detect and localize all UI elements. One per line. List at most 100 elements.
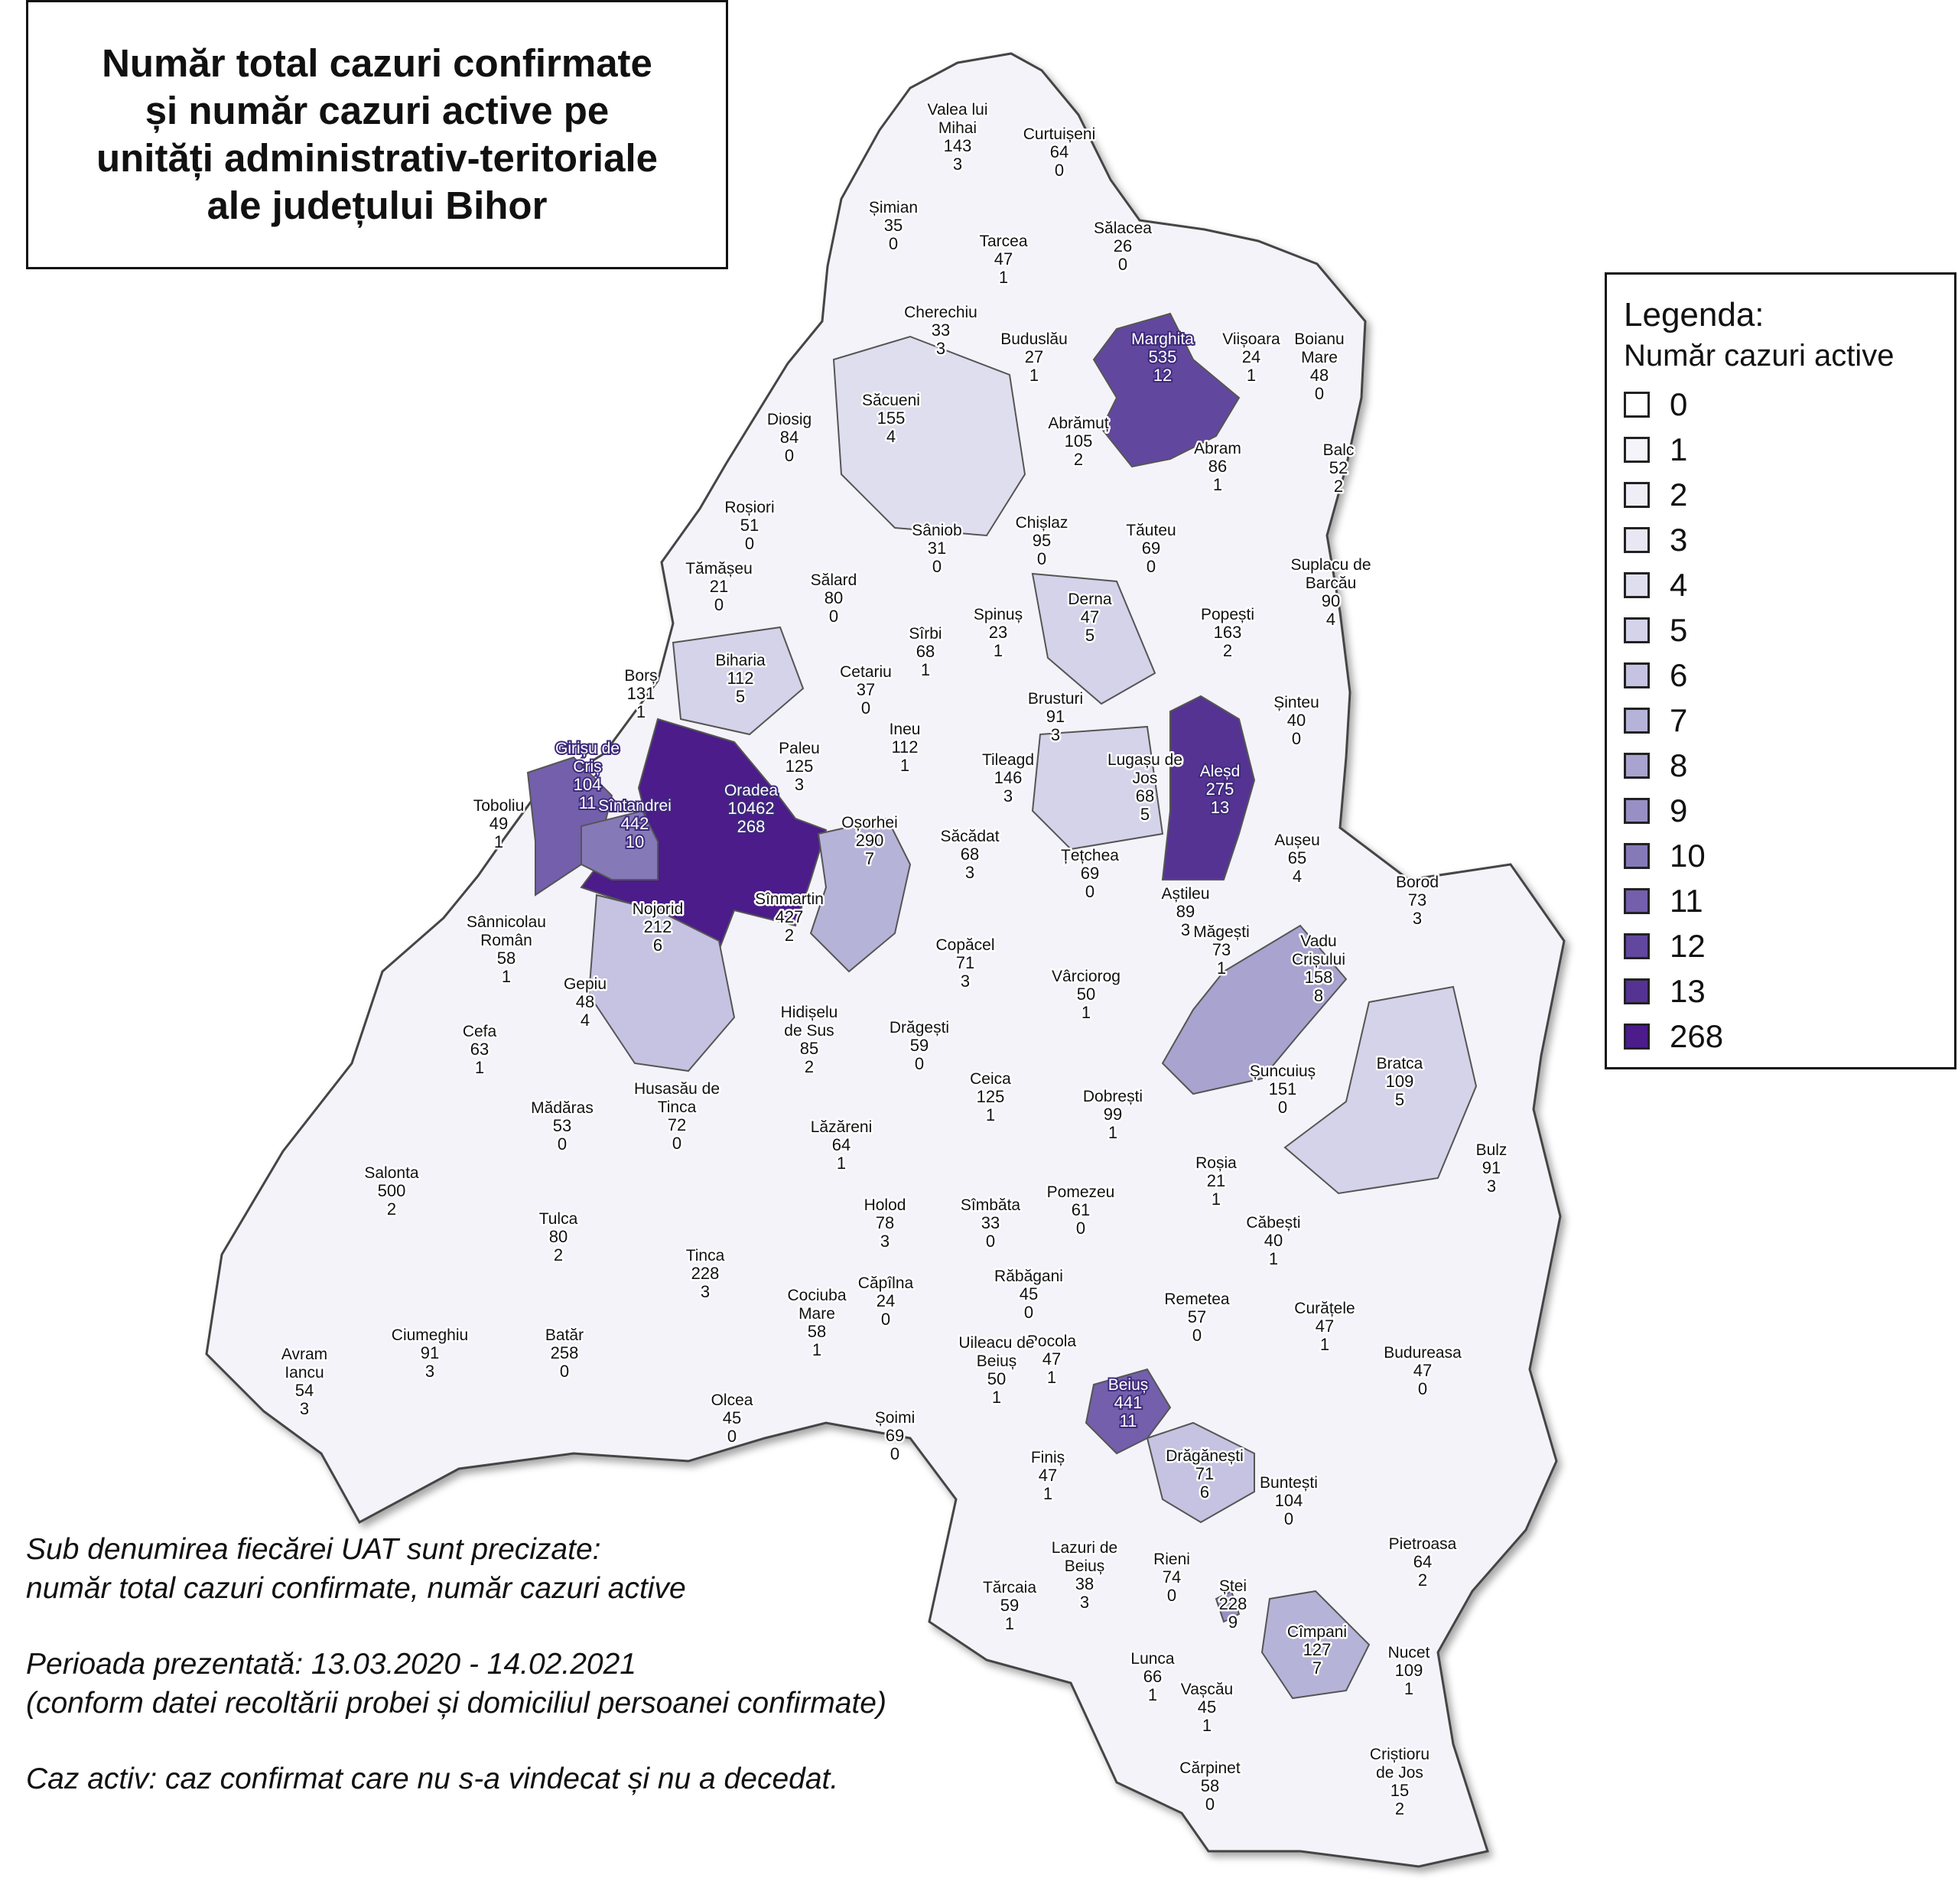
uat-total-cases: 21 bbox=[710, 577, 728, 596]
region-alesd bbox=[1161, 695, 1256, 880]
uat-name: Olcea bbox=[711, 1391, 753, 1409]
uat-active-cases: 0 bbox=[932, 557, 942, 576]
uat-name: Sălacea bbox=[1094, 220, 1152, 237]
region-nojorid bbox=[587, 893, 736, 1072]
uat-name: Brusturi bbox=[1028, 690, 1083, 708]
legend-label: 8 bbox=[1670, 747, 1688, 783]
uat-active-cases: 1 bbox=[494, 832, 503, 851]
legend-item: 268 bbox=[1624, 1014, 1954, 1059]
uat-total-cases: 104 bbox=[574, 775, 602, 794]
uat-name: Criștioru bbox=[1370, 1746, 1429, 1763]
uat-active-cases: 1 bbox=[994, 641, 1003, 660]
uat-active-cases: 0 bbox=[1055, 161, 1064, 180]
uat-active-cases: 1 bbox=[837, 1154, 846, 1173]
uat-active-cases: 0 bbox=[881, 1310, 890, 1329]
uat-total-cases: 74 bbox=[1163, 1567, 1181, 1587]
uat-total-cases: 21 bbox=[1207, 1171, 1225, 1190]
uat-name: Valea lui bbox=[928, 101, 988, 119]
uat-name: Vârciorog bbox=[1052, 968, 1120, 985]
uat-active-cases: 3 bbox=[701, 1282, 710, 1301]
uat-active-cases: 1 bbox=[1108, 1123, 1117, 1142]
uat-name: Borș bbox=[624, 667, 657, 685]
uat-total-cases: 31 bbox=[928, 539, 946, 558]
uat-total-cases: 50 bbox=[987, 1369, 1006, 1388]
uat-total-cases: 80 bbox=[549, 1227, 568, 1246]
uat-active-cases: 0 bbox=[672, 1134, 681, 1153]
uat-name: Abram bbox=[1194, 440, 1241, 457]
uat-name: Țețchea bbox=[1061, 847, 1119, 864]
uat-name: Căbești bbox=[1246, 1214, 1300, 1232]
uat-total-cases: 47 bbox=[1413, 1361, 1432, 1380]
uat-total-cases: 59 bbox=[910, 1036, 929, 1055]
uat-active-cases: 10 bbox=[626, 832, 644, 851]
uat-active-cases: 11 bbox=[1120, 1411, 1137, 1430]
uat-name: Sînmartin bbox=[755, 890, 824, 908]
legend-item: 4 bbox=[1624, 562, 1954, 607]
legend-label: 10 bbox=[1670, 837, 1706, 874]
legend-item: 13 bbox=[1624, 968, 1954, 1014]
uat-total-cases: 50 bbox=[1077, 985, 1095, 1004]
uat-name: Vadu bbox=[1300, 932, 1337, 950]
uat-name: Roșiori bbox=[724, 499, 774, 516]
uat-name: Drăgănești bbox=[1166, 1447, 1244, 1465]
uat-name: Lăzăreni bbox=[811, 1118, 873, 1136]
legend-swatch bbox=[1624, 436, 1650, 463]
legend-item: 3 bbox=[1624, 517, 1954, 562]
uat-name: Șoimi bbox=[875, 1409, 916, 1427]
uat-name: Gepiu bbox=[564, 975, 607, 993]
uat-name: Toboliu bbox=[473, 797, 525, 815]
uat-total-cases: 112 bbox=[727, 669, 753, 688]
uat-name: Vașcău bbox=[1181, 1681, 1234, 1698]
uat-name: Sîntandrei bbox=[598, 797, 672, 815]
uat-total-cases: 40 bbox=[1287, 711, 1306, 730]
uat-name: Săcueni bbox=[862, 392, 920, 409]
uat-active-cases: 0 bbox=[1076, 1219, 1085, 1238]
legend-swatch bbox=[1624, 887, 1650, 914]
uat-active-cases: 0 bbox=[915, 1054, 924, 1073]
uat-active-cases: 0 bbox=[1284, 1509, 1293, 1528]
legend-label: 13 bbox=[1670, 972, 1706, 1009]
uat-active-cases: 3 bbox=[1487, 1177, 1496, 1196]
uat-active-cases: 5 bbox=[1085, 626, 1094, 645]
legend-label: 1 bbox=[1670, 431, 1688, 467]
uat-active-cases: 1 bbox=[992, 1388, 1001, 1407]
uat-active-cases: 5 bbox=[1395, 1090, 1404, 1109]
uat-total-cases: 71 bbox=[1195, 1464, 1214, 1483]
uat-total-cases: 63 bbox=[470, 1040, 489, 1059]
uat-name: Pietroasa bbox=[1389, 1535, 1457, 1553]
legend-swatch bbox=[1624, 932, 1650, 959]
uat-active-cases: 0 bbox=[745, 534, 754, 553]
uat-total-cases: 91 bbox=[1046, 707, 1065, 726]
uat-total-cases: 47 bbox=[1316, 1317, 1334, 1336]
uat-total-cases: 85 bbox=[800, 1039, 818, 1058]
uat-total-cases: 163 bbox=[1214, 623, 1242, 642]
uat-total-cases: 104 bbox=[1275, 1491, 1303, 1510]
uat-name: Beiuș bbox=[1065, 1557, 1105, 1575]
uat-total-cases: 58 bbox=[1201, 1776, 1219, 1795]
uat-total-cases: 47 bbox=[1081, 607, 1099, 627]
uat-total-cases: 109 bbox=[1386, 1072, 1414, 1091]
uat-active-cases: 3 bbox=[953, 155, 962, 174]
uat-active-cases: 3 bbox=[965, 863, 974, 882]
uat-name: Mădăras bbox=[531, 1099, 594, 1117]
uat-name: Lunca bbox=[1130, 1650, 1175, 1668]
uat-total-cases: 45 bbox=[723, 1408, 741, 1427]
